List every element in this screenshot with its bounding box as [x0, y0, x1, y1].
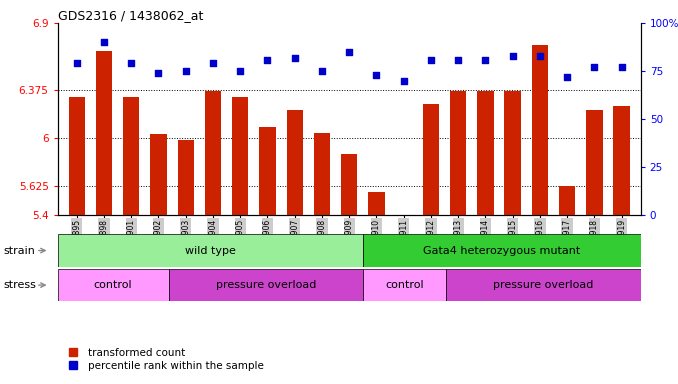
Point [616, 64, 627, 70]
Point [180, 68, 191, 74]
Bar [395, 215, 412, 234]
Point [398, 78, 409, 84]
Point [290, 55, 300, 61]
Point [207, 60, 218, 66]
Bar [532, 45, 548, 215]
Point [344, 49, 355, 55]
Bar [151, 134, 167, 215]
Point [507, 53, 518, 59]
Point [453, 56, 464, 63]
Bar [178, 139, 194, 215]
Bar [363, 234, 641, 267]
Point [480, 56, 491, 63]
Text: strain: strain [3, 245, 35, 256]
Bar [586, 110, 603, 215]
Point [589, 64, 600, 70]
Bar [58, 234, 363, 267]
Point [371, 72, 382, 78]
Bar [363, 269, 446, 301]
Bar [314, 133, 330, 215]
Bar [614, 106, 630, 215]
Text: Gata4 heterozygous mutant: Gata4 heterozygous mutant [423, 245, 580, 256]
Bar [287, 110, 303, 215]
Bar [58, 269, 169, 301]
Bar [504, 91, 521, 215]
Point [426, 56, 437, 63]
Bar [368, 192, 384, 215]
Bar [450, 91, 466, 215]
Text: control: control [385, 280, 424, 290]
Text: pressure overload: pressure overload [216, 280, 316, 290]
Point [98, 39, 109, 45]
Point [153, 70, 164, 76]
Point [262, 56, 273, 63]
Bar [423, 104, 439, 215]
Text: GDS2316 / 1438062_at: GDS2316 / 1438062_at [58, 9, 203, 22]
Bar [68, 97, 85, 215]
Bar [96, 51, 112, 215]
Bar [232, 97, 248, 215]
Point [71, 60, 82, 66]
Point [317, 68, 327, 74]
Bar [341, 154, 357, 215]
Bar [169, 269, 363, 301]
Bar [559, 185, 576, 215]
Bar [205, 91, 221, 215]
Text: control: control [94, 280, 132, 290]
Point [126, 60, 137, 66]
Text: wild type: wild type [185, 245, 236, 256]
Point [534, 53, 545, 59]
Bar [123, 97, 140, 215]
Text: stress: stress [3, 280, 36, 290]
Bar [446, 269, 641, 301]
Bar [259, 127, 275, 215]
Text: pressure overload: pressure overload [494, 280, 594, 290]
Legend: transformed count, percentile rank within the sample: transformed count, percentile rank withi… [63, 348, 264, 371]
Point [235, 68, 245, 74]
Point [561, 74, 572, 80]
Bar [477, 91, 494, 215]
